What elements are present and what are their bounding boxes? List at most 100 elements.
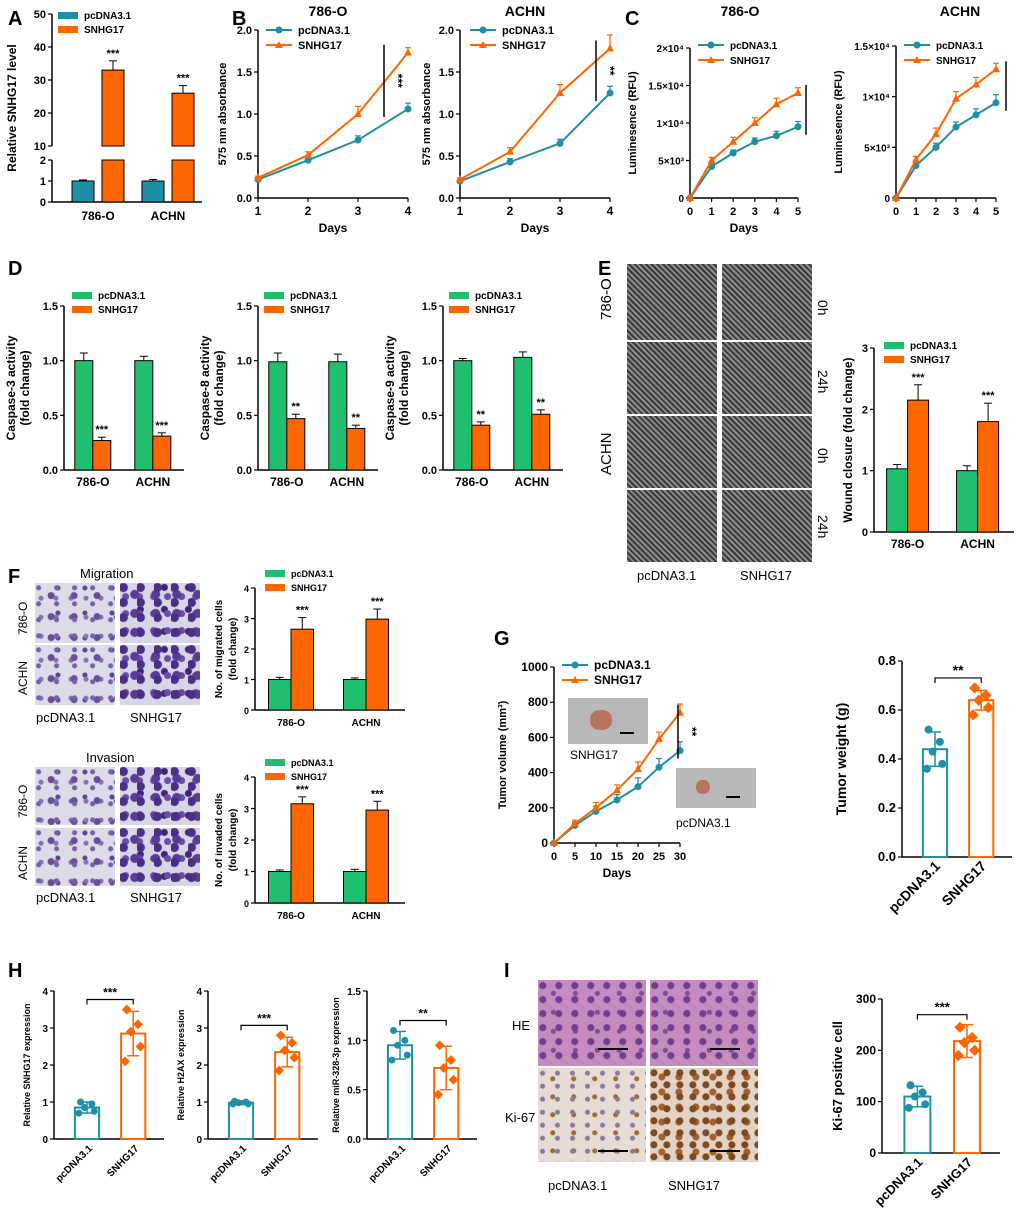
y-tick-label: 1 — [244, 868, 249, 878]
data-point — [446, 1055, 456, 1066]
f-col-label: pcDNA3.1 — [36, 710, 96, 725]
y-axis-label: Caspase-9 activity(fold change) — [385, 335, 411, 440]
legend-marker — [913, 41, 921, 49]
y-tick-label: 2×10⁴ — [657, 44, 685, 55]
data-point — [394, 1041, 402, 1049]
legend-label: SNHG17 — [594, 673, 642, 687]
y-tick-label: 1 — [42, 1098, 48, 1109]
significance-label: *** — [95, 424, 109, 436]
series-line — [895, 101, 997, 199]
legend-label: SNHG17 — [291, 772, 327, 782]
data-point — [506, 158, 514, 166]
legend-swatch — [58, 12, 78, 19]
chart-f2: 0 1 2 3 4 No. of invaded cells (fold change) **… — [215, 758, 405, 922]
significance-bracket — [916, 1014, 968, 1020]
legend-marker — [913, 56, 921, 63]
data-point — [922, 764, 931, 773]
y-tick-label: 200 — [856, 1043, 876, 1057]
x-tick-label: 786-O — [891, 537, 924, 551]
y-axis-label: 575 nm absorbance — [217, 63, 229, 166]
x-tick-label: SNHG17 — [418, 1143, 454, 1179]
legend-label: SNHG17 — [84, 25, 124, 36]
scale-bar — [598, 1048, 628, 1050]
y-axis-label: Tumor weight (g) — [833, 703, 849, 816]
x-tick-label: 786-O — [270, 475, 303, 489]
significance-label: *** — [371, 596, 385, 608]
y-tick-label: 1.5 — [237, 67, 252, 79]
data-point — [772, 99, 781, 108]
legend-swatch — [265, 584, 285, 591]
data-point — [910, 1092, 919, 1101]
data-point — [952, 123, 960, 131]
x-tick-label: 1 — [709, 206, 715, 218]
f-col-label: SNHG17 — [130, 890, 183, 905]
chart-f1: 0 1 2 3 4 No. of migrated cells (fold change) *… — [215, 569, 405, 729]
bar — [171, 159, 195, 203]
scale-bar — [726, 796, 740, 798]
y-tick-label: 0.5 — [43, 410, 58, 422]
x-tick-label: 5 — [795, 206, 801, 218]
bar — [101, 159, 125, 203]
bar — [453, 360, 473, 471]
legend-label: SNHG17 — [291, 583, 327, 593]
i-col-label: pcDNA3.1 — [548, 1178, 608, 1193]
y-tick-label: 0 — [869, 1146, 876, 1160]
y-tick-label: 0.0 — [237, 465, 252, 477]
legend-swatch — [264, 292, 284, 299]
tumor-icon — [696, 780, 710, 794]
data-point — [992, 64, 1000, 73]
legend-label: SNHG17 — [502, 40, 546, 52]
panel-label-a: A — [8, 8, 23, 30]
bar — [886, 468, 909, 533]
legend-label: pcDNA3.1 — [291, 569, 334, 579]
data-point — [550, 838, 558, 846]
transwell-photo — [35, 645, 115, 705]
x-tick-label: 20 — [632, 851, 644, 863]
data-point — [354, 136, 362, 144]
y-tick-label: 0 — [884, 194, 890, 205]
y-tick-label: 4 — [196, 987, 202, 998]
significance-label: ** — [352, 412, 361, 424]
wound-photo — [627, 264, 717, 340]
data-point — [289, 1052, 300, 1063]
histology-photo — [650, 1068, 758, 1162]
e-time-label: 0h — [815, 300, 831, 316]
y-tick-label: 2 — [862, 404, 868, 416]
chart-d3: 0.0 0.5 1.0 1.5 Caspase-9 activity(fold chan… — [385, 291, 563, 489]
significance-label: *** — [391, 74, 405, 88]
y-axis-label: Relative miR-328-3p expression — [331, 997, 341, 1133]
y-tick-label: 1.0 — [439, 109, 454, 121]
wound-photo — [627, 342, 717, 414]
scale-bar — [620, 732, 634, 734]
data-point — [244, 1100, 252, 1108]
chart-h2: 0 1 2 3 4 Relative H2AX expression pcDNA3.1 SNH… — [176, 987, 318, 1185]
y-axis-label: No. of migrated cells (fold change) — [215, 599, 239, 698]
transwell-photo — [120, 767, 200, 825]
g-photo-label: pcDNA3.1 — [676, 816, 731, 830]
significance-label: *** — [155, 420, 169, 432]
significance-bracket — [399, 1019, 447, 1026]
data-point — [235, 1099, 243, 1107]
data-point — [992, 99, 1000, 107]
significance-label: ** — [292, 401, 301, 413]
y-tick-label: 1.5 — [422, 301, 437, 313]
data-point — [135, 1041, 146, 1052]
legend-label: pcDNA3.1 — [84, 11, 132, 22]
significance-label: *** — [982, 390, 996, 402]
histology-photo — [650, 980, 758, 1066]
x-tick-label: 1 — [255, 204, 262, 218]
transwell-photo — [120, 583, 200, 643]
x-tick-label: ACHN — [135, 475, 170, 489]
significance-label: ** — [685, 727, 699, 737]
bar — [101, 69, 125, 147]
x-tick-label: 0 — [893, 206, 899, 218]
y-tick-label: 2 — [42, 1061, 48, 1072]
f-row-label: ACHN — [16, 845, 30, 880]
data-point — [88, 1100, 96, 1108]
histology-photo — [538, 980, 646, 1066]
legend-swatch — [72, 292, 92, 299]
data-point — [606, 43, 614, 52]
series-line — [689, 125, 799, 199]
bar — [343, 871, 367, 904]
data-point — [401, 1036, 409, 1044]
